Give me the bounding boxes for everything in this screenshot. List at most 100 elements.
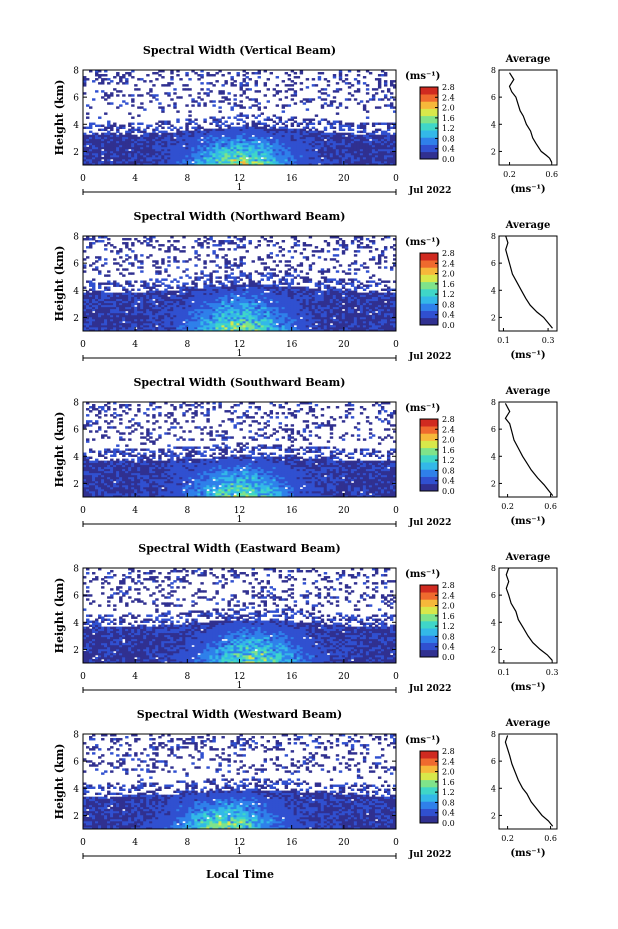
- heatmap-cell: [254, 298, 258, 302]
- heatmap-cell: [239, 270, 243, 273]
- heatmap-cell: [209, 162, 213, 165]
- heatmap-cell: [173, 308, 177, 312]
- heatmap-cell: [287, 138, 292, 142]
- heatmap-cell: [371, 150, 376, 154]
- heatmap-cell: [281, 298, 286, 302]
- heatmap-cell: [221, 160, 225, 164]
- heatmap-cell: [212, 84, 216, 87]
- heatmap-cell: [173, 256, 177, 259]
- heatmap-cell: [191, 312, 195, 316]
- heatmap-cell: [353, 78, 358, 81]
- heatmap-cell: [374, 88, 379, 91]
- heatmap-cell: [137, 146, 141, 150]
- heatmap-cell: [317, 148, 322, 152]
- heatmap-cell: [314, 250, 319, 253]
- heatmap-cell: [146, 154, 150, 158]
- heatmap-cell: [383, 74, 388, 77]
- heatmap-cell: [323, 142, 328, 146]
- heatmap-cell: [278, 138, 283, 142]
- heatmap-cell: [182, 314, 186, 318]
- heatmap-cell: [218, 242, 222, 245]
- heatmap-cell: [341, 144, 346, 148]
- heatmap-cell: [173, 320, 177, 324]
- heatmap-cell: [146, 142, 150, 146]
- heatmap-cell: [218, 288, 222, 291]
- heatmap-cell: [350, 140, 355, 144]
- heatmap-cell: [116, 138, 120, 142]
- heatmap-cell: [227, 298, 231, 302]
- heatmap-cell: [185, 296, 189, 300]
- heatmap-cell: [164, 132, 168, 136]
- heatmap-cell: [281, 324, 286, 328]
- heatmap-cell: [335, 136, 340, 140]
- heatmap-cell: [359, 146, 364, 150]
- heatmap-cell: [185, 312, 189, 316]
- heatmap-cell: [329, 136, 334, 140]
- heatmap-cell: [299, 146, 304, 150]
- heatmap-cell: [122, 268, 126, 271]
- heatmap-cell: [146, 242, 150, 245]
- heatmap-cell: [344, 314, 349, 318]
- heatmap-cell: [197, 278, 201, 281]
- heatmap-cell: [128, 322, 132, 326]
- heatmap-cell: [194, 264, 198, 267]
- heatmap-cell: [242, 246, 246, 249]
- heatmap-cell: [374, 106, 379, 109]
- heatmap-cell: [242, 84, 246, 87]
- heatmap-cell: [344, 156, 349, 160]
- heatmap-cell: [92, 162, 96, 165]
- heatmap-cell: [362, 160, 367, 164]
- heatmap-cell: [242, 128, 246, 132]
- heatmap-cell: [236, 144, 240, 148]
- heatmap-cell: [224, 96, 228, 99]
- heatmap-cell: [335, 112, 340, 115]
- heatmap-cell: [203, 92, 207, 95]
- heatmap-cell: [89, 138, 93, 142]
- heatmap-cell: [200, 300, 204, 304]
- heatmap-cell: [296, 282, 301, 285]
- heatmap-cell: [194, 324, 198, 328]
- heatmap-cell: [83, 322, 87, 326]
- heatmap-cell: [218, 298, 222, 302]
- heatmap-cell: [287, 156, 292, 160]
- heatmap-cell: [314, 290, 319, 293]
- heatmap-cell: [245, 320, 249, 324]
- heatmap-cell: [104, 158, 108, 162]
- heatmap-cell: [284, 120, 289, 123]
- heatmap-cell: [248, 128, 252, 132]
- heatmap-cell: [344, 160, 349, 164]
- heatmap-cell: [332, 120, 337, 123]
- heatmap-cell: [287, 312, 292, 316]
- heatmap-cell: [125, 306, 129, 310]
- heatmap-cell: [191, 308, 195, 312]
- heatmap-cell: [161, 300, 165, 304]
- heatmap-cell: [257, 136, 261, 140]
- heatmap-cell: [203, 144, 207, 148]
- heatmap-cell: [272, 88, 277, 91]
- heatmap-cell: [167, 310, 171, 314]
- heatmap-cell: [188, 134, 192, 138]
- heatmap-cell: [320, 314, 325, 318]
- heatmap-cell: [176, 134, 180, 138]
- y-tick-label: 4: [73, 121, 79, 131]
- heatmap-cell: [251, 312, 255, 316]
- heatmap-cell: [170, 136, 174, 140]
- heatmap-cell: [131, 320, 135, 324]
- heatmap-cell: [260, 314, 264, 318]
- heatmap-cell: [242, 256, 246, 259]
- heatmap-cell: [209, 300, 213, 304]
- heatmap-cell: [95, 268, 99, 271]
- heatmap-cell: [167, 304, 171, 308]
- heatmap-cell: [197, 318, 201, 322]
- heatmap-cell: [140, 270, 144, 273]
- heatmap-cell: [200, 146, 204, 150]
- heatmap-cell: [203, 290, 207, 293]
- heatmap-cell: [281, 312, 286, 316]
- heatmap-cell: [161, 312, 165, 316]
- heatmap-cell: [344, 132, 349, 136]
- heatmap-cell: [260, 318, 264, 322]
- heatmap-cell: [179, 162, 183, 165]
- heatmap-cell: [371, 124, 376, 127]
- heatmap-cell: [194, 322, 198, 326]
- heatmap-cell: [245, 304, 249, 308]
